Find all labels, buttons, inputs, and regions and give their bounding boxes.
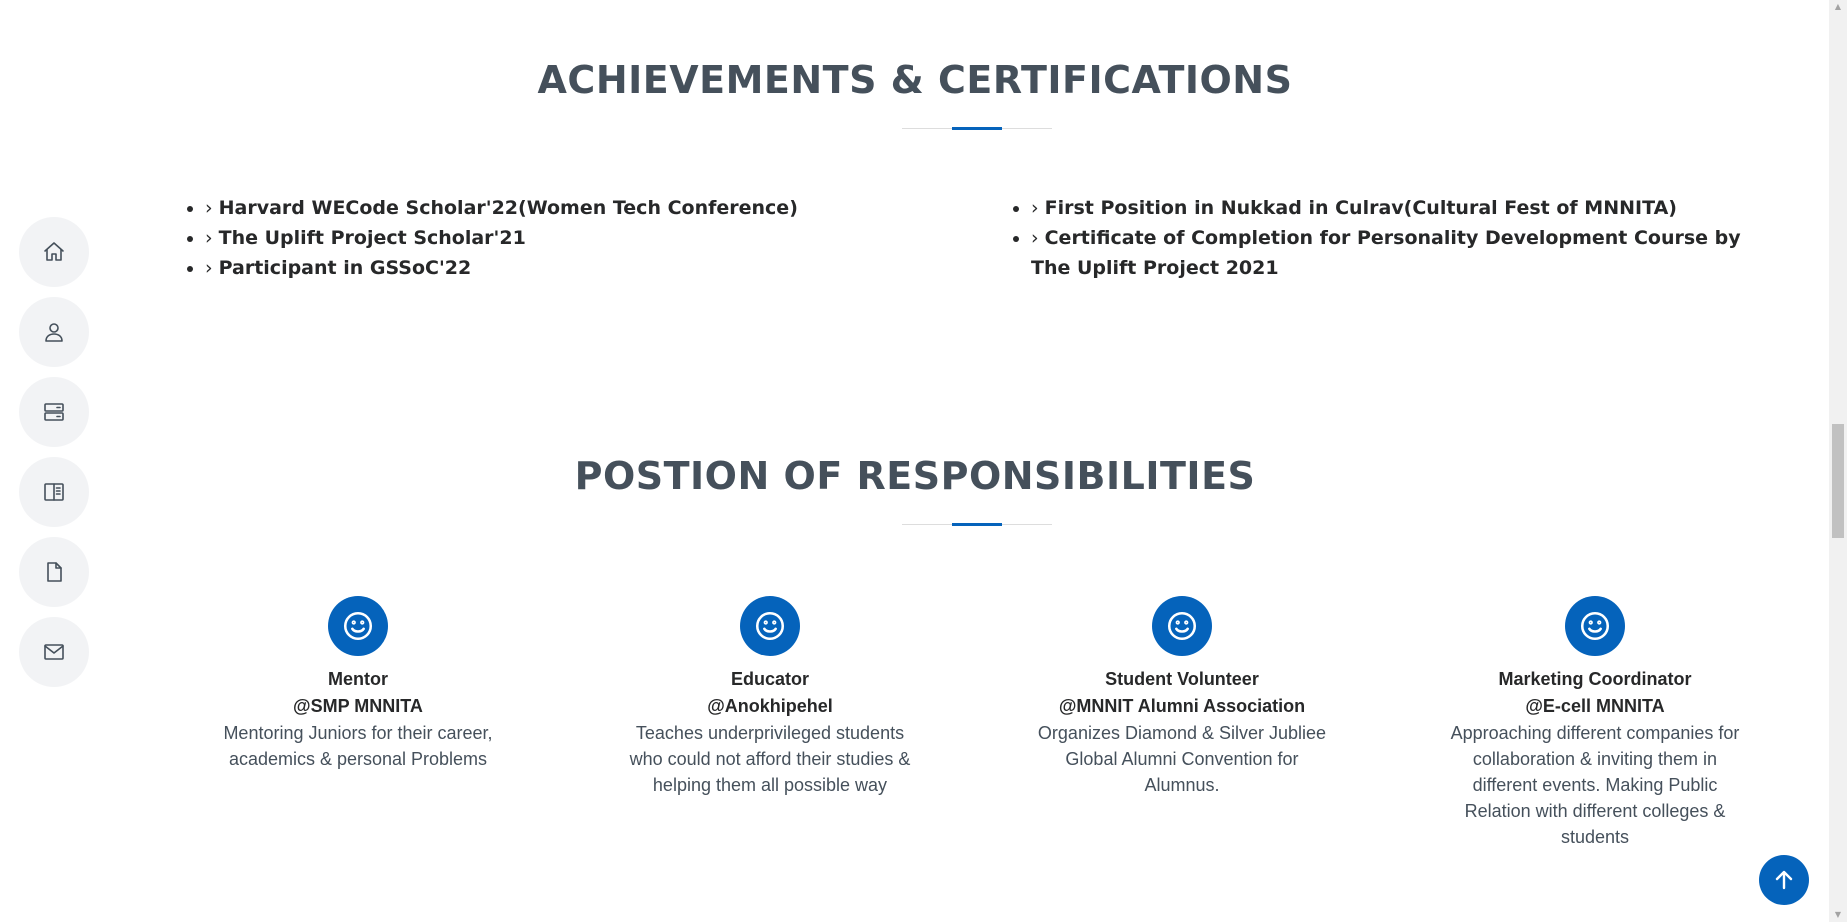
- responsibility-org: @MNNIT Alumni Association: [1058, 696, 1306, 716]
- list-item: ›Harvard WECode Scholar'22(Women Tech Co…: [205, 193, 798, 223]
- achievements-title: ACHIEVEMENTS & CERTIFICATIONS: [537, 58, 1293, 102]
- back-to-top-button[interactable]: [1759, 855, 1809, 905]
- chevron-right-icon: ›: [205, 197, 213, 219]
- scroll-up-arrow-icon[interactable]: ▲: [1834, 2, 1842, 11]
- book-icon: [44, 483, 64, 501]
- responsibility-educator: Educator @Anokhipehel Teaches underprivi…: [605, 596, 935, 798]
- envelope-icon: [44, 644, 64, 660]
- list-item: ›First Position in Nukkad in Culrav(Cult…: [1031, 193, 1751, 223]
- nav-about-button[interactable]: [19, 297, 89, 367]
- smiley-icon: [1565, 596, 1625, 656]
- chevron-right-icon: ›: [205, 227, 213, 249]
- responsibilities-title-underline: [902, 523, 1052, 526]
- server-icon: [44, 403, 64, 421]
- chevron-right-icon: ›: [205, 257, 213, 279]
- nav-resume-button[interactable]: [19, 457, 89, 527]
- responsibility-role: Marketing Coordinator: [1498, 669, 1692, 689]
- chevron-right-icon: ›: [1031, 197, 1039, 219]
- smiley-icon: [328, 596, 388, 656]
- responsibility-desc: Mentoring Juniors for their career, acad…: [223, 723, 493, 769]
- nav-home-button[interactable]: [19, 217, 89, 287]
- nav-contact-button[interactable]: [19, 617, 89, 687]
- side-nav: [19, 217, 89, 697]
- list-item: ›The Uplift Project Scholar'21: [205, 223, 798, 253]
- responsibility-role: Educator: [730, 669, 809, 689]
- smiley-icon: [740, 596, 800, 656]
- responsibility-desc: Teaches underprivileged students who cou…: [629, 723, 911, 795]
- list-item: ›Certificate of Completion for Personali…: [1031, 223, 1751, 283]
- responsibility-org: @SMP MNNITA: [293, 696, 423, 716]
- arrow-up-icon: [1775, 870, 1793, 890]
- responsibility-desc: Organizes Diamond & Silver Jubliee Globa…: [1037, 723, 1327, 795]
- responsibility-org: @Anokhipehel: [707, 696, 833, 716]
- chevron-right-icon: ›: [1031, 227, 1039, 249]
- home-icon: [44, 242, 64, 261]
- scroll-down-arrow-icon[interactable]: ▼: [1834, 910, 1842, 919]
- nav-skills-button[interactable]: [19, 377, 89, 447]
- scrollbar-thumb[interactable]: [1832, 424, 1844, 538]
- person-icon: [45, 323, 63, 342]
- list-item: ›Participant in GSSoC'22: [205, 253, 798, 283]
- responsibility-desc: Approaching different companies for coll…: [1450, 723, 1740, 847]
- achievements-list-left: ›Harvard WECode Scholar'22(Women Tech Co…: [205, 193, 798, 283]
- file-icon: [47, 562, 62, 582]
- responsibility-student-volunteer: Student Volunteer @MNNIT Alumni Associat…: [1017, 596, 1347, 798]
- smiley-icon: [1152, 596, 1212, 656]
- responsibility-role: Student Volunteer: [1105, 669, 1259, 689]
- responsibility-marketing-coordinator: Marketing Coordinator @E-cell MNNITA App…: [1430, 596, 1760, 850]
- responsibility-role: Mentor: [328, 669, 388, 689]
- achievements-title-underline: [902, 127, 1052, 130]
- achievements-list-right: ›First Position in Nukkad in Culrav(Cult…: [1031, 193, 1751, 283]
- responsibility-mentor: Mentor @SMP MNNITA Mentoring Juniors for…: [193, 596, 523, 772]
- responsibilities-title: POSTION OF RESPONSIBILITIES: [574, 454, 1256, 498]
- nav-portfolio-button[interactable]: [19, 537, 89, 607]
- responsibility-org: @E-cell MNNITA: [1525, 696, 1665, 716]
- page-scrollbar[interactable]: ▲ ▼: [1829, 0, 1847, 922]
